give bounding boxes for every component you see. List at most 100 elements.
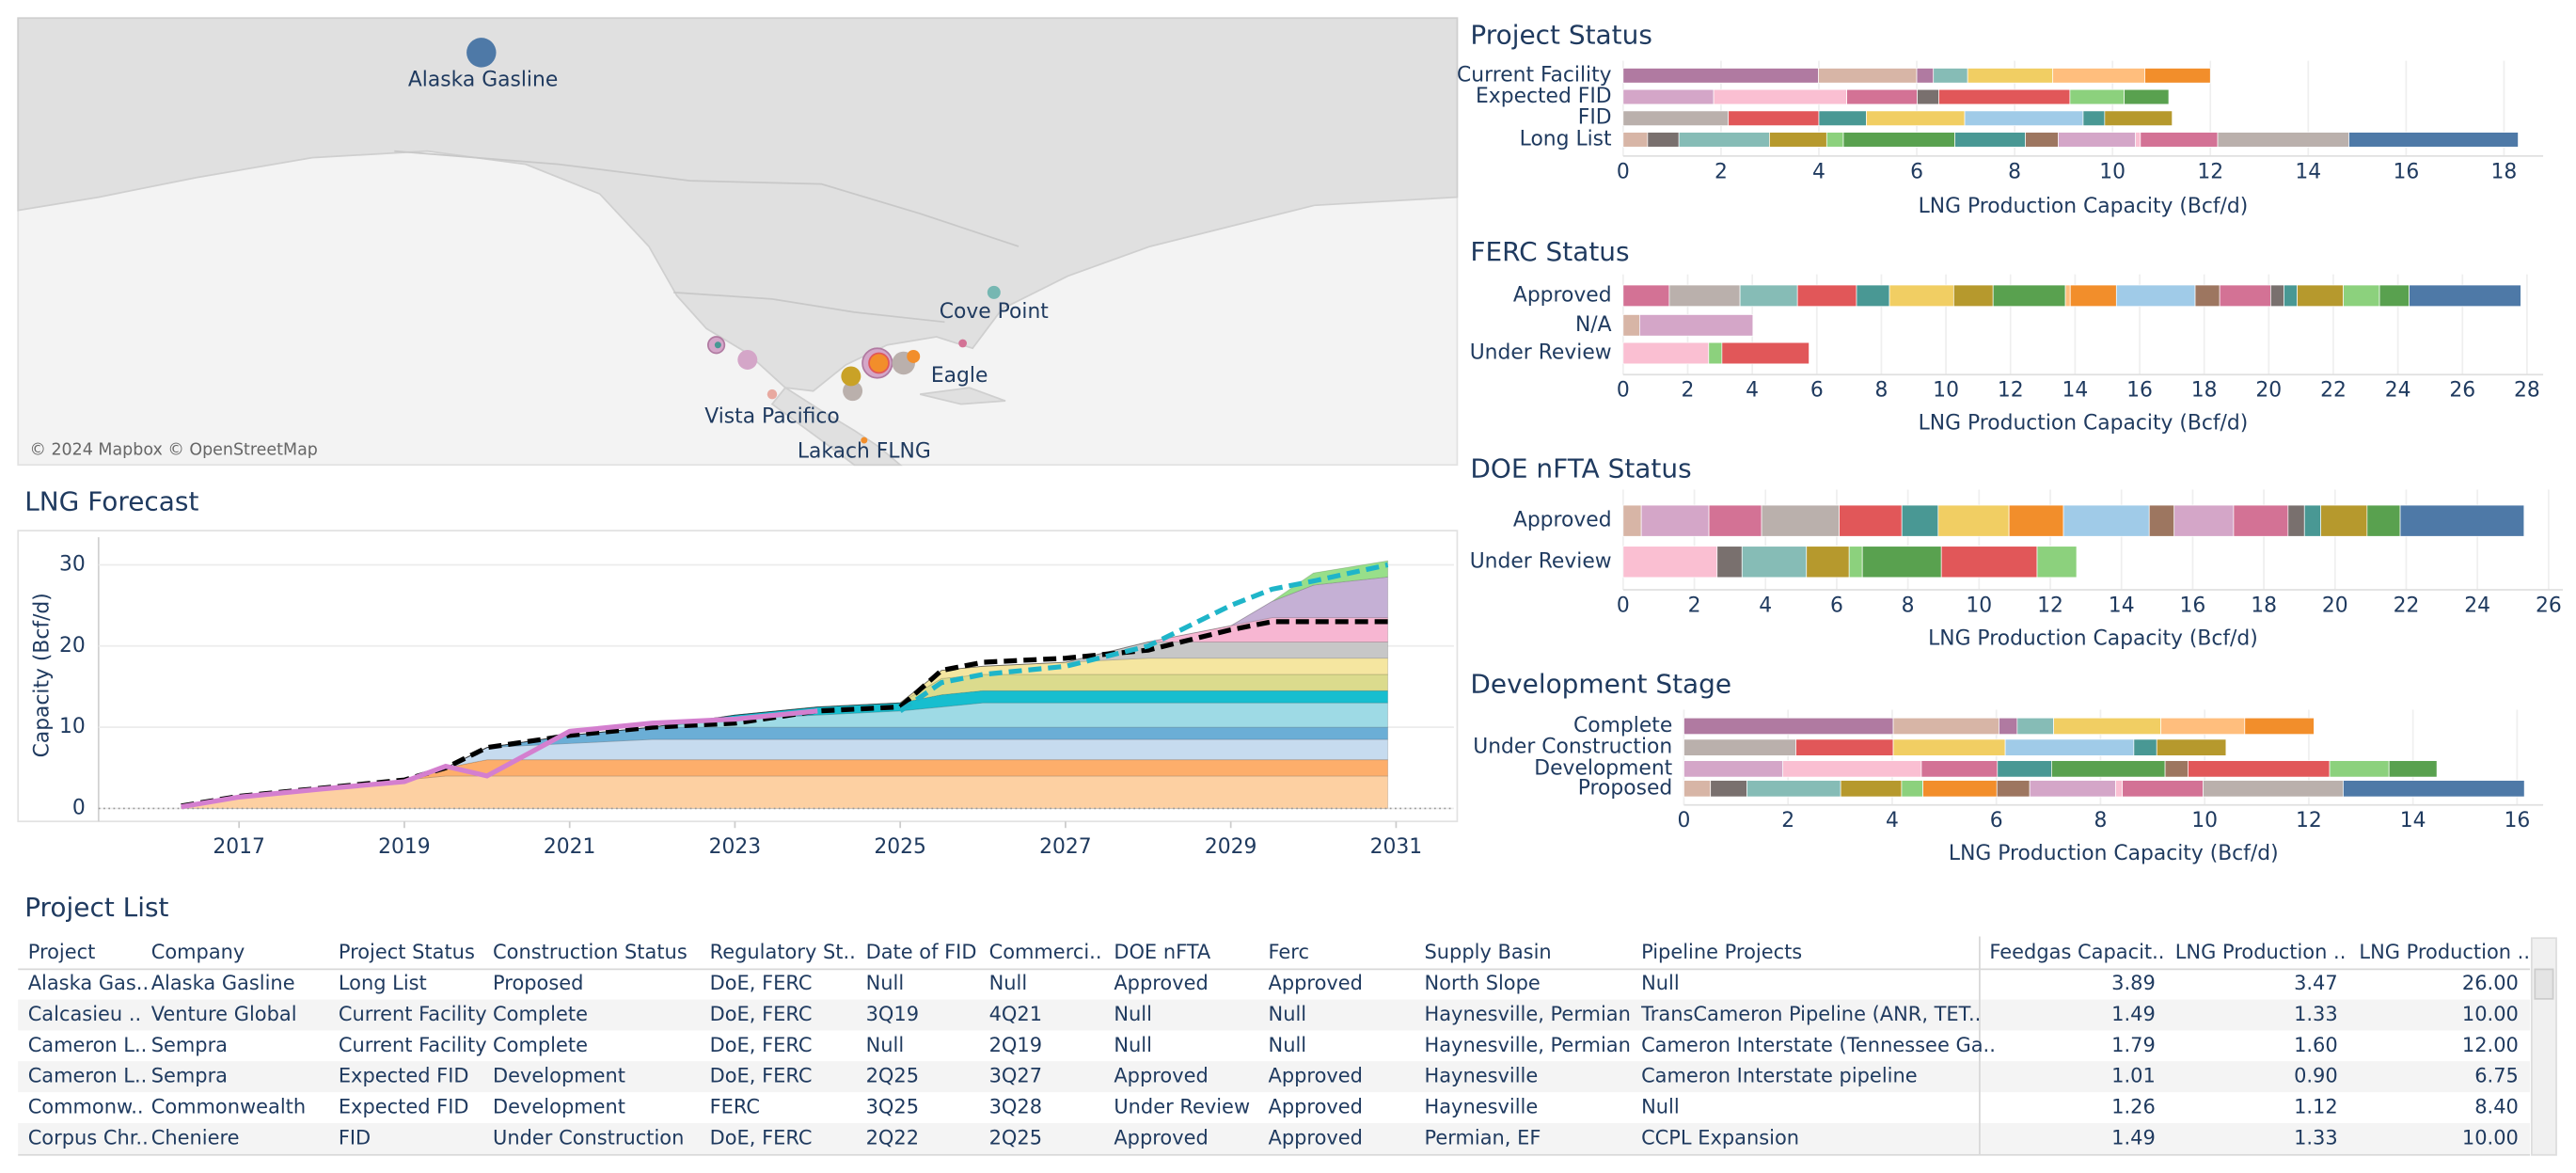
bar-segment xyxy=(1818,68,1918,84)
map-point[interactable] xyxy=(958,339,967,348)
table-cell: Complete xyxy=(493,1034,588,1056)
line xyxy=(898,562,1389,714)
x-tick-label: 4 xyxy=(1886,809,1899,832)
x-tick-label: 8 xyxy=(2008,160,2021,183)
bar-segment xyxy=(2303,504,2322,537)
area xyxy=(181,576,1389,807)
bar-segment xyxy=(2348,132,2519,148)
map-border xyxy=(394,150,1019,247)
table-cell: Expected FID xyxy=(339,1095,469,1118)
column-header: Project xyxy=(28,941,96,963)
bar-segment xyxy=(1922,780,1998,798)
map-point[interactable] xyxy=(987,285,1001,299)
table-cell: 1.12 xyxy=(2294,1095,2338,1118)
bar-segment xyxy=(1999,717,2018,736)
map-point[interactable] xyxy=(841,366,861,387)
y-tick-label: Current Facility xyxy=(1457,63,1612,87)
x-tick-label: 8 xyxy=(1874,379,1888,403)
table-cell: DoE, FERC xyxy=(710,1034,813,1056)
x-tick-label: 14 xyxy=(2062,379,2088,403)
table-cell: Approved xyxy=(1269,1126,1363,1149)
column-header: DOE nFTA xyxy=(1114,941,1211,963)
bar-segment xyxy=(1622,68,1819,84)
x-tick-label: 22 xyxy=(2320,379,2347,403)
x-tick-label: 12 xyxy=(2037,594,2063,617)
table-cell: 3Q27 xyxy=(989,1065,1042,1087)
map-point[interactable] xyxy=(861,436,868,444)
chart-title: Development Stage xyxy=(1470,668,1731,699)
x-tick-label: 6 xyxy=(1990,809,2003,832)
column-header: LNG Production .. xyxy=(2175,941,2347,963)
bar-segment xyxy=(1683,738,1796,756)
table-cell: 2Q19 xyxy=(989,1034,1042,1056)
table-cell: DoE, FERC xyxy=(710,1126,813,1149)
x-tick-label: 6 xyxy=(1810,379,1824,403)
bar-segment xyxy=(1856,284,1890,308)
y-tick-label: 0 xyxy=(72,796,86,819)
table-cell: Alaska Gasline xyxy=(151,972,295,994)
bar-segment xyxy=(2366,504,2401,537)
table-cell: North Slope xyxy=(1424,972,1540,994)
x-tick-label: 0 xyxy=(1617,594,1630,617)
x-tick-label: 6 xyxy=(1830,594,1843,617)
map-point[interactable] xyxy=(714,341,721,349)
map-point[interactable] xyxy=(466,38,497,68)
x-tick-label: 22 xyxy=(2394,594,2420,617)
y-tick-label: Under Review xyxy=(1470,341,1612,364)
bar-segment xyxy=(1713,88,1847,105)
line xyxy=(181,708,818,810)
bar-segment xyxy=(2133,738,2157,756)
area xyxy=(181,674,1389,807)
table-cell: Approved xyxy=(1269,1095,1363,1118)
bar-segment xyxy=(2148,504,2175,537)
table-cell: 3.47 xyxy=(2294,972,2338,994)
map-point[interactable] xyxy=(907,350,921,363)
bar-segment xyxy=(1866,110,1966,126)
x-tick-label: 12 xyxy=(1998,379,2024,403)
bar-segment xyxy=(1940,546,2038,579)
table-cell: 3Q28 xyxy=(989,1095,1042,1118)
table-cell: Calcasieu .. xyxy=(28,1003,141,1025)
x-tick-label: 2025 xyxy=(874,835,926,859)
table-cell: 1.26 xyxy=(2111,1095,2156,1118)
map-attribution: © 2024 Mapbox © OpenStreetMap xyxy=(29,441,317,460)
x-tick-label: 14 xyxy=(2109,594,2135,617)
table-cell: Haynesville xyxy=(1424,1095,1538,1118)
bar-segment xyxy=(1796,284,1857,308)
bar-segment xyxy=(2219,284,2271,308)
area xyxy=(181,738,1389,807)
table-cell: Commonw.. xyxy=(28,1095,144,1118)
x-tick-label: 12 xyxy=(2296,809,2322,832)
bar-segment xyxy=(2284,284,2298,308)
table-cell: 4Q21 xyxy=(989,1003,1042,1025)
table-cell: 1.01 xyxy=(2111,1065,2156,1087)
map-point[interactable] xyxy=(766,388,778,400)
table-cell: 2Q22 xyxy=(866,1126,919,1149)
bar-segment xyxy=(2194,284,2220,308)
area xyxy=(181,642,1389,807)
table-cell: Development xyxy=(493,1065,625,1087)
map-point[interactable] xyxy=(737,350,758,370)
bar-segment xyxy=(2270,284,2284,308)
bar-segment xyxy=(1622,284,1670,308)
map: Alaska Gasline Cove Point Eagle Vista Pa… xyxy=(17,17,1459,467)
chart-title: DOE nFTA Status xyxy=(1470,453,1691,484)
bar-segment xyxy=(1938,88,2071,105)
bar-segment xyxy=(1721,341,1810,365)
x-tick-label: 2 xyxy=(1682,379,1695,403)
table-cell: Null xyxy=(1269,1034,1307,1056)
y-tick-label: N/A xyxy=(1575,313,1612,337)
table-cell: FID xyxy=(339,1126,371,1149)
y-tick-label: FID xyxy=(1578,106,1612,130)
bar-segment xyxy=(1806,546,1850,579)
table-cell: 1.49 xyxy=(2111,1126,2156,1149)
map-point[interactable] xyxy=(843,381,863,402)
row-shade xyxy=(18,1122,2531,1154)
bar-segment xyxy=(2064,284,2071,308)
bar-segment xyxy=(2069,88,2126,105)
map-point[interactable] xyxy=(868,352,890,374)
table-cell: DoE, FERC xyxy=(710,1065,813,1087)
bar-segment xyxy=(1710,780,1747,798)
bar-segment xyxy=(1952,284,1994,308)
x-tick-label: 2019 xyxy=(378,835,431,859)
